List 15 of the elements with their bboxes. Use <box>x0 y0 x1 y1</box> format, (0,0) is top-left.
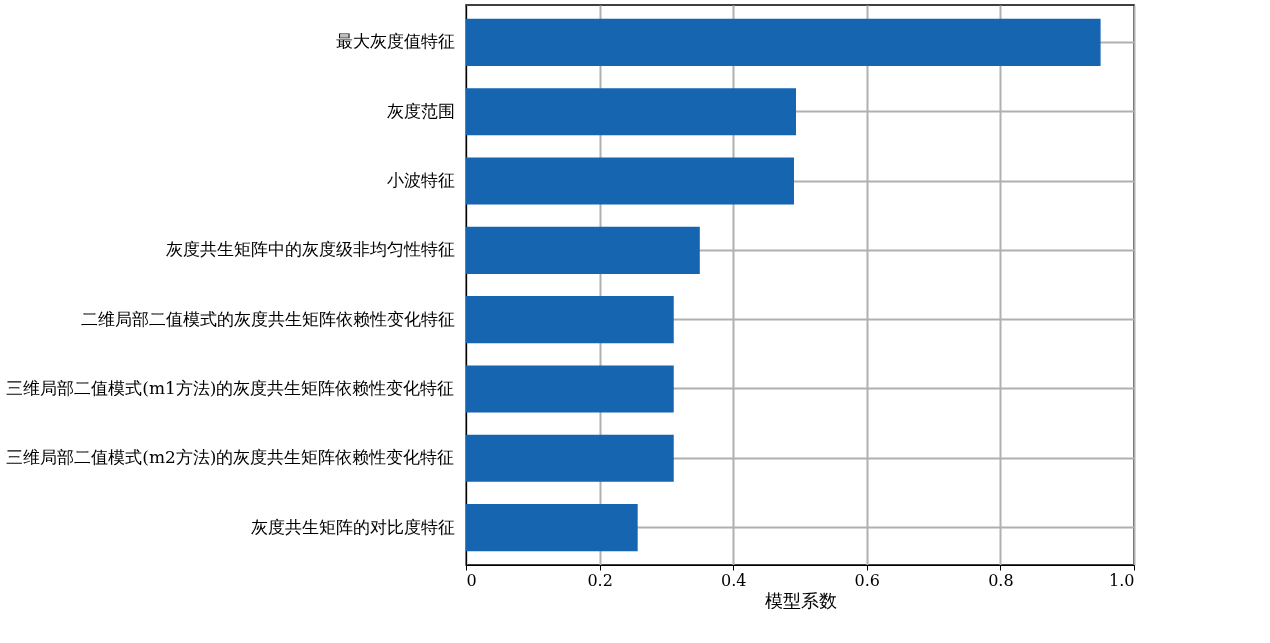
x-tick-label: 0.8 <box>988 570 1014 590</box>
x-tick-label: 0.2 <box>587 570 613 590</box>
y-tick-label: 三维局部二值模式(m1方法)的灰度共生矩阵依赖性变化特征 <box>6 377 455 398</box>
y-tick-label: 三维局部二值模式(m2方法)的灰度共生矩阵依赖性变化特征 <box>6 447 455 468</box>
y-tick-label: 最大灰度值特征 <box>335 31 455 52</box>
y-tick-label: 灰度共生矩阵的对比度特征 <box>250 516 455 537</box>
y-tick-label: 灰度范围 <box>386 100 455 121</box>
y-tick-label: 灰度共生矩阵中的灰度级非均匀性特征 <box>165 239 455 260</box>
y-tick-label: 二维局部二值模式的灰度共生矩阵依赖性变化特征 <box>80 308 455 329</box>
x-tick-label: 0.6 <box>854 570 881 590</box>
x-tick-label: 1.0 <box>1109 570 1135 590</box>
y-tick-label: 小波特征 <box>386 170 455 191</box>
x-tick-label: 0 <box>466 570 477 590</box>
x-axis-title: 模型系数 <box>764 589 837 611</box>
x-tick-label: 0.4 <box>720 570 747 590</box>
